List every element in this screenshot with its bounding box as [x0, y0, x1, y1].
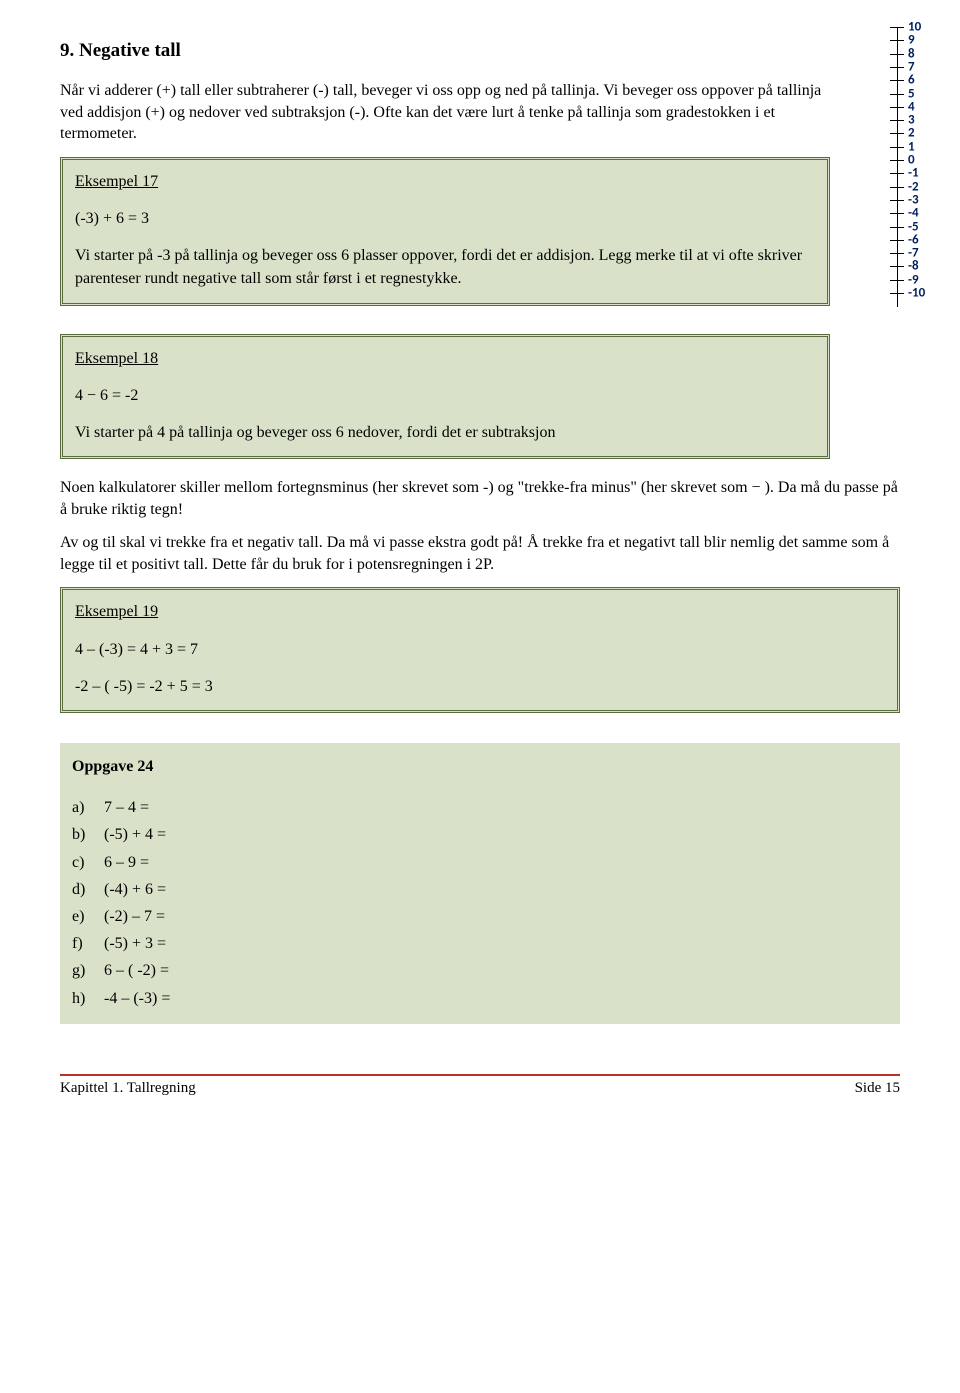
example-18-text: Vi starter på 4 på tallinja og beveger o… [75, 421, 815, 444]
task-item: d)(-4) + 6 = [72, 876, 888, 903]
task-item: b)(-5) + 4 = [72, 821, 888, 848]
task-item-question: (-4) + 6 = [104, 876, 166, 903]
number-line-tick [890, 173, 904, 174]
section-heading: 9. Negative tall [60, 40, 900, 62]
number-line-tick [890, 160, 904, 161]
task-item: h)-4 – (-3) = [72, 985, 888, 1012]
number-line-tick [890, 187, 904, 188]
number-line-tick [890, 147, 904, 148]
footer-page-number: Side 15 [855, 1080, 900, 1097]
task-item-question: -4 – (-3) = [104, 985, 170, 1012]
task-item: c)6 – 9 = [72, 849, 888, 876]
task-item-label: e) [72, 903, 104, 930]
number-line-tick [890, 120, 904, 121]
number-line-tick [890, 67, 904, 68]
number-line-tick [890, 280, 904, 281]
example-17-equation: (-3) + 6 = 3 [75, 207, 815, 230]
example-19-eq2: -2 – ( -5) = -2 + 5 = 3 [75, 675, 885, 698]
number-line-tick [890, 253, 904, 254]
task-24-list: a)7 – 4 =b)(-5) + 4 =c)6 – 9 =d)(-4) + 6… [72, 794, 888, 1012]
mid-paragraph-2: Av og til skal vi trekke fra et negativ … [60, 532, 900, 575]
number-line-tick [890, 293, 904, 294]
task-item-question: 6 – 9 = [104, 849, 149, 876]
page-footer: Kapittel 1. Tallregning Side 15 [60, 1074, 900, 1097]
task-item: a)7 – 4 = [72, 794, 888, 821]
footer-rule [60, 1074, 900, 1076]
number-line-label: -10 [908, 286, 925, 301]
number-line-tick [890, 133, 904, 134]
number-line-tick [890, 266, 904, 267]
number-line-tick [890, 107, 904, 108]
task-item-label: b) [72, 821, 104, 848]
example-17-text: Vi starter på -3 på tallinja og beveger … [75, 244, 815, 290]
task-item-question: 7 – 4 = [104, 794, 149, 821]
task-item-label: c) [72, 849, 104, 876]
number-line-axis [897, 27, 898, 307]
number-line-tick [890, 40, 904, 41]
example-17-title: Eksempel 17 [75, 170, 815, 193]
task-item-question: (-5) + 3 = [104, 930, 166, 957]
example-18-box: Eksempel 18 4 − 6 = -2 Vi starter på 4 p… [60, 334, 830, 460]
mid-paragraph-1: Noen kalkulatorer skiller mellom fortegn… [60, 477, 900, 520]
number-line-tick [890, 80, 904, 81]
task-24-box: Oppgave 24 a)7 – 4 =b)(-5) + 4 =c)6 – 9 … [60, 743, 900, 1024]
number-line-tick [890, 94, 904, 95]
number-line-tick [890, 227, 904, 228]
task-item-label: a) [72, 794, 104, 821]
task-item-question: 6 – ( -2) = [104, 957, 169, 984]
number-line-tick [890, 54, 904, 55]
task-item: e)(-2) – 7 = [72, 903, 888, 930]
task-item-question: (-2) – 7 = [104, 903, 165, 930]
example-18-title: Eksempel 18 [75, 347, 815, 370]
task-item: g)6 – ( -2) = [72, 957, 888, 984]
example-19-eq1: 4 – (-3) = 4 + 3 = 7 [75, 638, 885, 661]
number-line-tick [890, 27, 904, 28]
number-line-tick [890, 200, 904, 201]
task-item-label: h) [72, 985, 104, 1012]
example-18-equation: 4 − 6 = -2 [75, 384, 815, 407]
example-19-title: Eksempel 19 [75, 600, 885, 623]
task-item: f)(-5) + 3 = [72, 930, 888, 957]
task-item-label: g) [72, 957, 104, 984]
task-item-label: f) [72, 930, 104, 957]
number-line-tick [890, 240, 904, 241]
intro-paragraph: Når vi adderer (+) tall eller subtrahere… [60, 80, 830, 145]
example-19-box: Eksempel 19 4 – (-3) = 4 + 3 = 7 -2 – ( … [60, 587, 900, 713]
task-item-question: (-5) + 4 = [104, 821, 166, 848]
example-17-box: Eksempel 17 (-3) + 6 = 3 Vi starter på -… [60, 157, 830, 306]
task-24-title: Oppgave 24 [72, 753, 888, 780]
number-line-tick [890, 213, 904, 214]
task-item-label: d) [72, 876, 104, 903]
footer-chapter: Kapittel 1. Tallregning [60, 1080, 196, 1097]
